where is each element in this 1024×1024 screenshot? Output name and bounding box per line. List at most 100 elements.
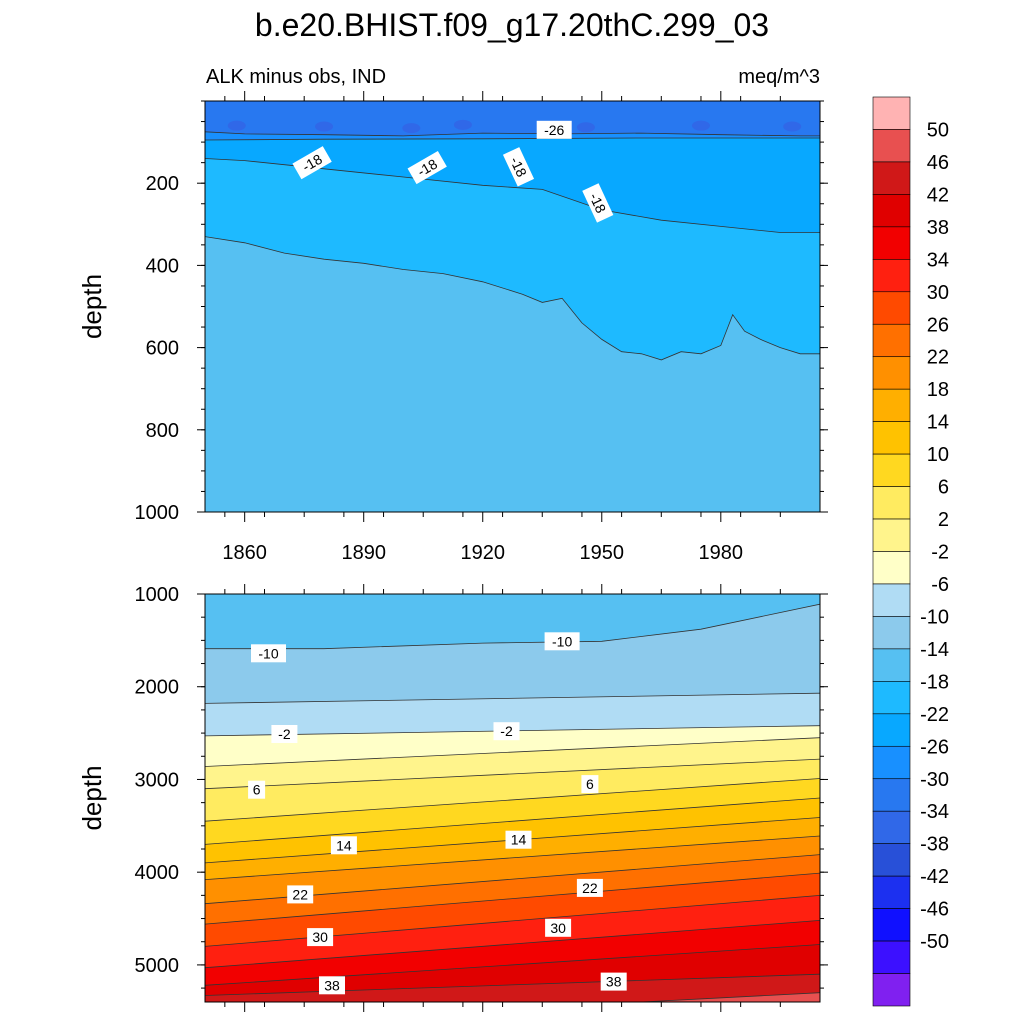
colorbar-label: 6 <box>938 477 949 499</box>
colorbar-swatch <box>872 259 911 293</box>
contour-line <box>205 758 820 790</box>
contour-label-box <box>330 836 357 855</box>
surface-patch <box>453 119 472 130</box>
y-tick-label: 200 <box>146 173 179 195</box>
contour-label-box <box>271 725 298 743</box>
colorbar-label: 18 <box>927 379 949 401</box>
contour-label-box <box>248 780 266 799</box>
y-tick-label: 5000 <box>135 955 180 977</box>
contour-label-box <box>536 120 572 139</box>
contour-label-text: 30 <box>550 920 566 936</box>
contour-label: -18 <box>582 183 614 223</box>
colorbar-swatch <box>872 745 911 780</box>
contour-label: 38 <box>319 976 345 995</box>
contour-label-text: 22 <box>292 886 308 902</box>
contour-fills <box>205 594 820 1002</box>
colorbar-label: 50 <box>927 119 949 141</box>
surface-patch <box>691 120 710 131</box>
contour-line <box>205 131 820 137</box>
contour-line <box>205 973 820 996</box>
contour-label: 6 <box>248 780 266 799</box>
colorbar-swatch <box>872 681 911 715</box>
contour-label: 14 <box>505 830 532 849</box>
colorbar-swatch <box>872 421 911 455</box>
colorbar-label: 2 <box>938 509 949 531</box>
contour-label-text: -2 <box>278 726 291 742</box>
colorbar-label: -26 <box>920 736 949 758</box>
colorbar-swatch <box>872 713 911 747</box>
contour-line <box>205 737 820 767</box>
contour-label-text: -18 <box>507 154 530 179</box>
contour-label-text: -18 <box>586 190 609 215</box>
contour-line <box>205 920 820 969</box>
contour-label: 14 <box>330 836 357 855</box>
contour-label-box <box>287 885 314 904</box>
plot-frame <box>204 593 821 1003</box>
y-tick-label: 1000 <box>135 584 180 606</box>
contour-label: -2 <box>271 725 298 743</box>
y-axis-label: depth <box>77 765 107 830</box>
colorbar-swatch <box>872 486 911 520</box>
fill-band <box>205 594 820 649</box>
contour-label: 38 <box>600 972 627 991</box>
colorbar-swatch <box>872 843 911 877</box>
colorbar-swatch <box>872 194 911 228</box>
colorbar-swatch <box>872 810 911 844</box>
contour-label-text: 6 <box>253 782 261 798</box>
contour-label-box <box>292 146 332 180</box>
fill-band <box>205 101 820 136</box>
contour-label-text: -10 <box>552 633 572 649</box>
x-axis: 1860 1890 1920 1950 1980 <box>222 91 781 564</box>
contour-label: -2 <box>493 722 520 741</box>
contour-label-box <box>493 722 520 741</box>
contour-line <box>641 992 820 1002</box>
colorbar-label: 26 <box>927 314 949 336</box>
colorbar-swatch <box>872 291 911 325</box>
colorbar-label: 38 <box>927 217 949 239</box>
contour-label: -10 <box>544 632 580 651</box>
contour-label-text: 30 <box>312 929 328 945</box>
contour-label-box <box>582 183 614 223</box>
bottom-panel: -10 -10 -2 -2 6 6 14 14 22 22 30 30 38 38 1000 2000 3000… <box>77 584 828 1012</box>
contour-label-box <box>319 976 345 995</box>
x-axis <box>224 584 781 1012</box>
colorbar-swatch <box>872 226 911 260</box>
contour-label-text: -26 <box>544 122 564 138</box>
colorbar-label: 14 <box>927 412 949 434</box>
y-tick-label: 3000 <box>135 769 180 791</box>
contour-line <box>205 603 820 650</box>
colorbar-swatch <box>872 908 911 942</box>
colorbar-swatch <box>872 875 911 909</box>
colorbar-swatch <box>872 323 911 358</box>
contour-label-box <box>545 918 572 937</box>
colorbar-swatch <box>872 616 911 650</box>
contour-label-text: 14 <box>336 837 352 853</box>
contour-label-text: -10 <box>258 645 278 661</box>
contour-line <box>205 137 820 141</box>
colorbar-label: -14 <box>920 639 949 661</box>
contour-label-box <box>581 775 599 794</box>
contour-line <box>205 236 820 361</box>
y-tick-label: 800 <box>146 420 179 442</box>
colorbar-label: -18 <box>920 671 949 693</box>
colorbar-swatch <box>872 129 911 163</box>
contour-label: 6 <box>581 775 599 794</box>
y-axis-label: depth <box>77 274 107 339</box>
contour-label-box <box>251 644 286 663</box>
colorbar-swatch <box>872 356 911 390</box>
colorbar-swatch <box>872 453 911 487</box>
colorbar-label: -22 <box>920 704 949 726</box>
colorbar-swatch <box>872 388 911 422</box>
surface-patch <box>576 122 595 133</box>
colorbar-swatch <box>872 551 911 585</box>
y-tick-label: 4000 <box>135 862 180 884</box>
surface-patch <box>402 123 421 134</box>
colorbar-label: -50 <box>920 931 949 953</box>
y-tick-label: 600 <box>146 338 179 360</box>
contour-label-box <box>576 878 603 897</box>
contour-line <box>205 778 820 822</box>
contour-label: 30 <box>545 918 572 937</box>
contour-label-text: 6 <box>586 776 594 792</box>
colorbar-swatch <box>872 940 911 974</box>
